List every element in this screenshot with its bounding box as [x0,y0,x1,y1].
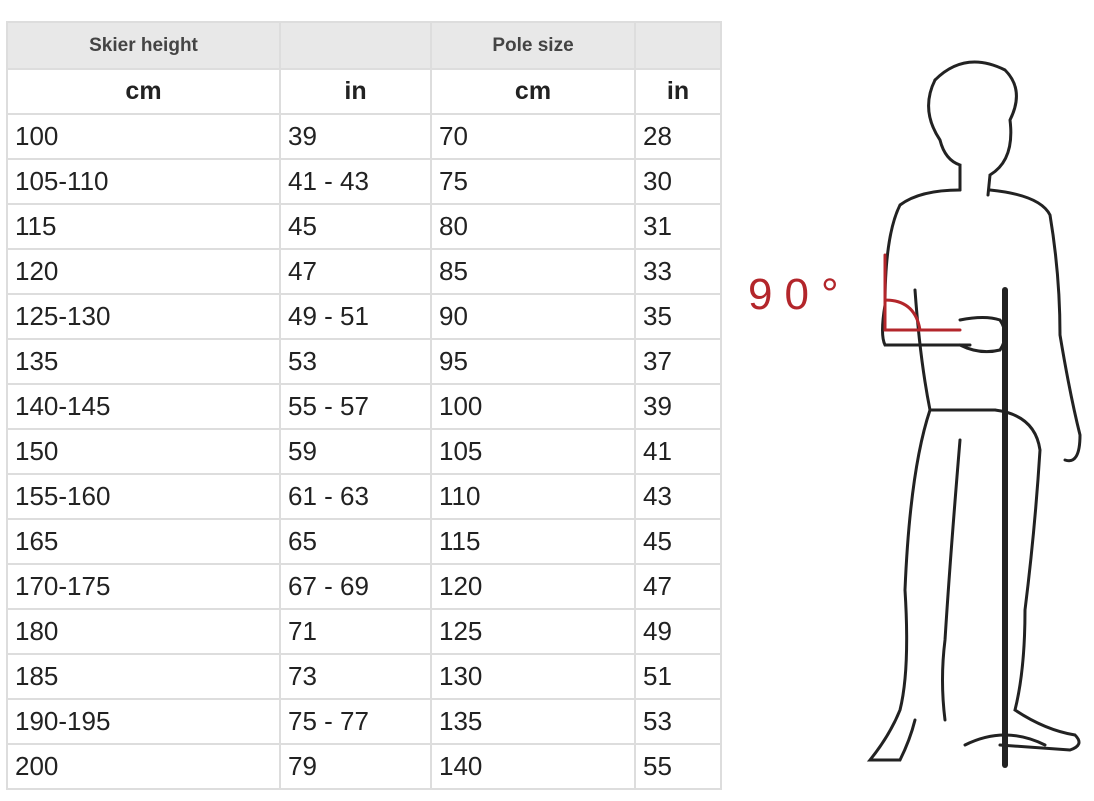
table-cell: 105 [430,428,636,475]
table-cell: 41 - 43 [279,158,432,205]
ski-pole-basket [963,733,1047,747]
table-cell: 31 [634,203,722,250]
table-cell: 55 [634,743,722,790]
unit-header-row: cm in cm in [6,68,722,115]
table-row: 150 59 105 41 [6,428,722,475]
group-header-row: Skier height Pole size [6,21,722,70]
table-cell: 125 [430,608,636,655]
table-row: 155-160 61 - 63 110 43 [6,473,722,520]
table-row: 100 39 70 28 [6,113,722,160]
table-cell: 73 [279,653,432,700]
table-cell: 170-175 [6,563,281,610]
table-cell: 59 [279,428,432,475]
table-row: 200 79 140 55 [6,743,722,790]
table-cell: 115 [430,518,636,565]
table-cell: 180 [6,608,281,655]
table-cell: 115 [6,203,281,250]
table-cell: 135 [430,698,636,745]
table-row: 170-175 67 - 69 120 47 [6,563,722,610]
table-cell: 47 [634,563,722,610]
table-cell: 79 [279,743,432,790]
table-cell: 37 [634,338,722,385]
table-row: 180 71 125 49 [6,608,722,655]
table-cell: 120 [6,248,281,295]
table-row: 185 73 130 51 [6,653,722,700]
table-cell: 55 - 57 [279,383,432,430]
table-row: 165 65 115 45 [6,518,722,565]
table-cell: 90 [430,293,636,340]
table-cell: 51 [634,653,722,700]
table-cell: 120 [430,563,636,610]
table-row: 140-145 55 - 57 100 39 [6,383,722,430]
table-cell: 65 [279,518,432,565]
table-cell: 165 [6,518,281,565]
table-cell: 200 [6,743,281,790]
table-cell: 190-195 [6,698,281,745]
table-row: 115 45 80 31 [6,203,722,250]
person-drawing [866,60,1082,762]
table-cell: 85 [430,248,636,295]
table-cell: 39 [634,383,722,430]
table-cell: 135 [6,338,281,385]
pole-size-table: Skier height Pole size cm in cm in 100 39… [6,21,722,790]
table-cell: 185 [6,653,281,700]
table-cell: 140 [430,743,636,790]
table-row: 120 47 85 33 [6,248,722,295]
table-cell: 105-110 [6,158,281,205]
table-cell: 150 [6,428,281,475]
table-cell: 53 [634,698,722,745]
table-cell: 61 - 63 [279,473,432,520]
table-cell: 39 [279,113,432,160]
table-cell: 155-160 [6,473,281,520]
table-cell: 45 [279,203,432,250]
table-cell: 49 - 51 [279,293,432,340]
unit-header: in [634,68,722,115]
table-cell: 125-130 [6,293,281,340]
table-cell: 75 [430,158,636,205]
unit-header: cm [6,68,281,115]
table-cell: 95 [430,338,636,385]
table-cell: 140-145 [6,383,281,430]
table-cell: 100 [6,113,281,160]
table-cell: 100 [430,383,636,430]
table-cell: 49 [634,608,722,655]
table-cell: 33 [634,248,722,295]
table-cell: 53 [279,338,432,385]
table-row: 125-130 49 - 51 90 35 [6,293,722,340]
table-cell: 71 [279,608,432,655]
table-cell: 47 [279,248,432,295]
header-pole-size: Pole size [430,21,636,70]
table-cell: 70 [430,113,636,160]
table-row: 190-195 75 - 77 135 53 [6,698,722,745]
unit-header: cm [430,68,636,115]
angle-label: 90° [748,270,851,319]
header-skier-height: Skier height [6,21,281,70]
table-cell: 110 [430,473,636,520]
right-angle-marker [883,253,962,332]
table-cell: 30 [634,158,722,205]
table-cell: 45 [634,518,722,565]
table-cell: 35 [634,293,722,340]
table-cell: 28 [634,113,722,160]
table-cell: 75 - 77 [279,698,432,745]
table-cell: 67 - 69 [279,563,432,610]
skier-figure-illustration [866,60,1082,768]
unit-header: in [279,68,432,115]
header-blank [634,21,722,70]
table-row: 105-110 41 - 43 75 30 [6,158,722,205]
table-cell: 130 [430,653,636,700]
table-cell: 41 [634,428,722,475]
table-cell: 43 [634,473,722,520]
header-blank [279,21,432,70]
table-cell: 80 [430,203,636,250]
table-row: 135 53 95 37 [6,338,722,385]
